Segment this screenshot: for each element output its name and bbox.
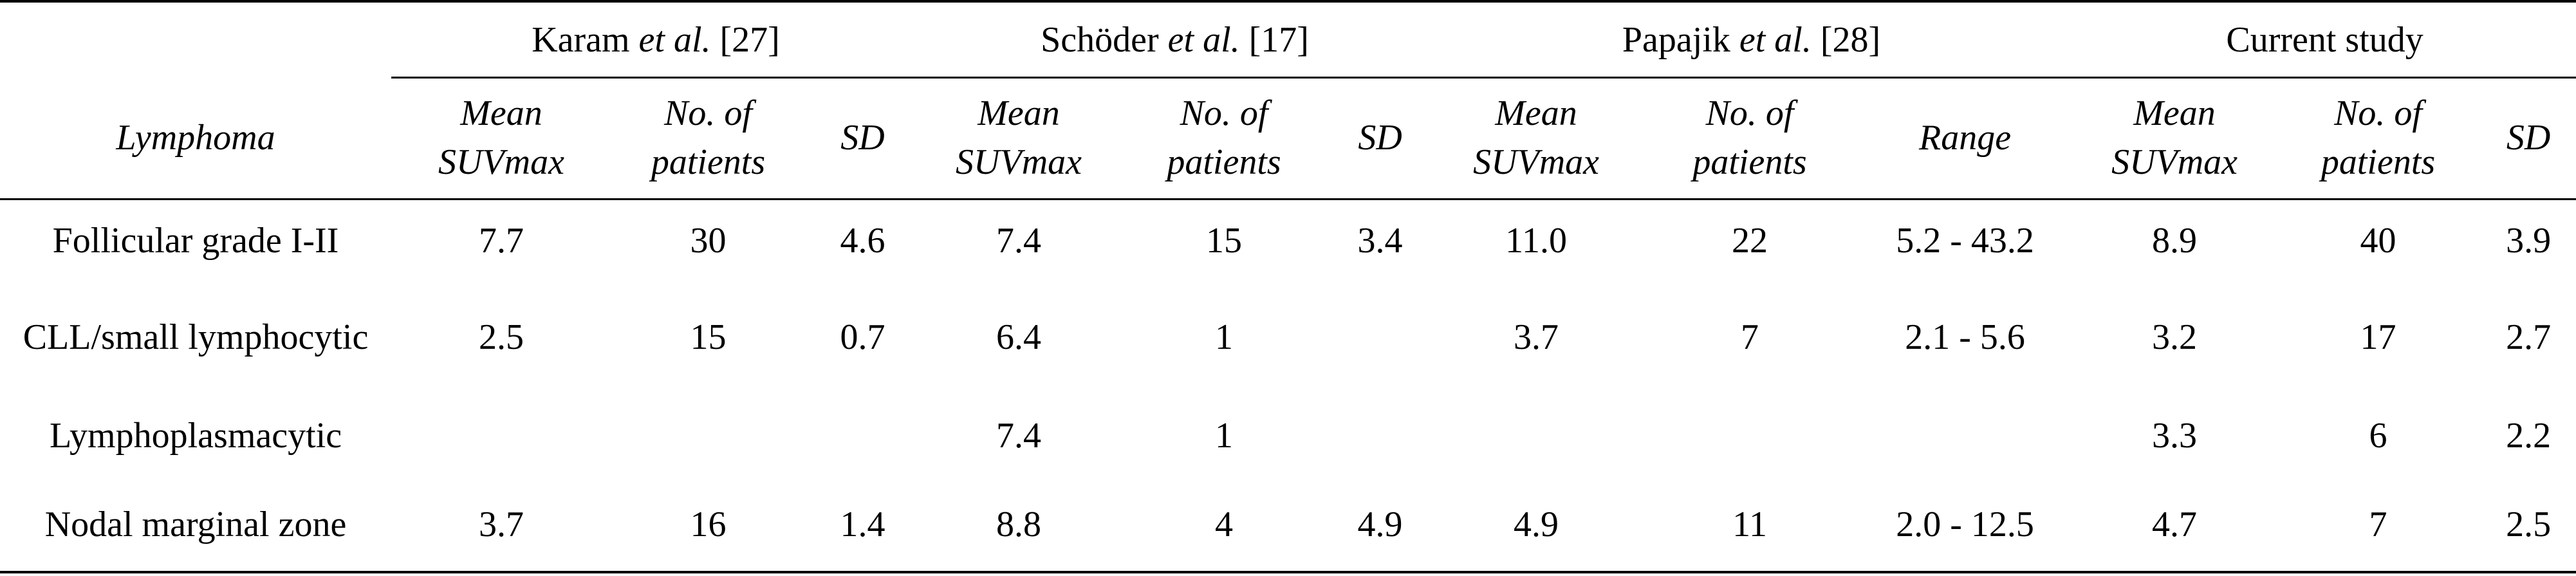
cell: 2.0 - 12.5 <box>1857 479 2074 573</box>
column-header: Range <box>1857 79 2074 200</box>
cell: 4.9 <box>1331 479 1430 573</box>
cell: 2.2 <box>2506 415 2552 456</box>
column-header: Mean SUVmax <box>2073 79 2276 200</box>
group-etal: et al. <box>638 20 711 60</box>
cell: 1.4 <box>805 479 921 573</box>
cell: 17 <box>2360 317 2396 358</box>
row-label: Lymphoplasmacytic <box>49 415 342 456</box>
table-body: Follicular grade I-II 7.7 30 4.6 7.4 15 3.4 11.… <box>0 200 2576 573</box>
table-row: Lymphoplasmacytic 7.4 1 3.3 6 2.2 <box>0 393 2576 479</box>
column-header: Lymphoma <box>0 79 391 200</box>
cell: 7.4 <box>996 415 1042 456</box>
column-row: Lymphoma Mean SUVmax No. of patients SD Mean… <box>0 79 2576 200</box>
cell: 3.7 <box>391 479 611 573</box>
cell <box>1331 393 1429 479</box>
column-header: SD <box>1331 79 1430 200</box>
column-header: SD <box>805 79 921 200</box>
row-label: Follicular grade I-II <box>52 221 339 261</box>
cell: 15 <box>690 317 727 358</box>
group-row: Karam et al. [27] Schöder et al. [17] Papa… <box>0 0 2576 80</box>
cell <box>1331 283 1429 393</box>
cell: 7.4 <box>996 221 1042 261</box>
table-row: CLL/small lymphocytic 2.5 15 0.7 6.4 1 3.7 7 2.1… <box>0 283 2576 393</box>
cell: 3.9 <box>2506 221 2552 261</box>
group-ref: [27] <box>719 20 780 60</box>
cell: 5.2 - 43.2 <box>1896 221 2034 261</box>
group-etal: et al. <box>1167 20 1240 60</box>
cell <box>1429 393 1643 479</box>
cell: 0.7 <box>840 317 885 358</box>
cell: 8.8 <box>920 479 1118 573</box>
group-author: Karam <box>532 20 630 60</box>
cell: 6 <box>2369 415 2387 456</box>
cell: 3.3 <box>2152 415 2198 456</box>
group-author: Papajik <box>1622 20 1730 60</box>
group-header: Karam et al. [27] <box>391 0 921 80</box>
group-ref: [28] <box>1820 20 1881 60</box>
table-row: Nodal marginal zone 3.7 16 1.4 8.8 4 4.9 4.9 11 2… <box>0 479 2576 573</box>
row-label: CLL/small lymphocytic <box>23 317 369 358</box>
cell: 3.4 <box>1357 221 1403 261</box>
group-header: Current study <box>2073 0 2576 80</box>
cell <box>1857 393 2073 479</box>
cell: 2.5 <box>2481 479 2576 573</box>
table-row: Follicular grade I-II 7.7 30 4.6 7.4 15 3.4 11.… <box>0 200 2576 283</box>
column-header: Mean SUVmax <box>1429 79 1644 200</box>
cell: 7 <box>2275 479 2481 573</box>
cell: 2.5 <box>479 317 524 358</box>
cell: 16 <box>611 479 805 573</box>
group-author: Schöder <box>1041 20 1159 60</box>
cell: 22 <box>1732 221 1768 261</box>
group-ref: [17] <box>1248 20 1309 60</box>
column-header: No. of patients <box>611 79 805 200</box>
group-header: Schöder et al. [17] <box>920 0 1430 80</box>
cell: 4.9 <box>1429 479 1644 573</box>
column-header: No. of patients <box>2275 79 2481 200</box>
cell: 4 <box>1117 479 1331 573</box>
cell: 4.7 <box>2073 479 2276 573</box>
cell: 1 <box>1215 415 1234 456</box>
column-header: SD <box>2481 79 2576 200</box>
cell <box>805 393 920 479</box>
cell: 8.9 <box>2152 221 2198 261</box>
cell: 1 <box>1215 317 1234 358</box>
group-author: Current study <box>2226 20 2423 60</box>
column-header: No. of patients <box>1117 79 1331 200</box>
cell: 11.0 <box>1505 221 1567 261</box>
cell: 40 <box>2360 221 2396 261</box>
cell: 3.7 <box>1514 317 1559 358</box>
cell: 7.7 <box>479 221 524 261</box>
column-header: Mean SUVmax <box>920 79 1118 200</box>
cell: 11 <box>1643 479 1857 573</box>
group-etal: et al. <box>1739 20 1812 60</box>
blank-cell <box>0 0 391 79</box>
cell: 15 <box>1206 221 1243 261</box>
row-label: Nodal marginal zone <box>0 479 391 573</box>
table-head: Karam et al. [27] Schöder et al. [17] Papa… <box>0 0 2576 200</box>
cell: 6.4 <box>996 317 1042 358</box>
cell: 3.2 <box>2152 317 2198 358</box>
cell: 2.7 <box>2506 317 2552 358</box>
cell: 7 <box>1741 317 1759 358</box>
group-header: Papajik et al. [28] <box>1429 0 2074 80</box>
cell <box>1643 393 1857 479</box>
column-header: No. of patients <box>1643 79 1857 200</box>
cell: 30 <box>690 221 727 261</box>
cell: 4.6 <box>840 221 885 261</box>
cell <box>391 393 611 479</box>
cell <box>611 393 805 479</box>
column-header: Mean SUVmax <box>391 79 611 200</box>
cell: 2.1 - 5.6 <box>1905 317 2025 358</box>
